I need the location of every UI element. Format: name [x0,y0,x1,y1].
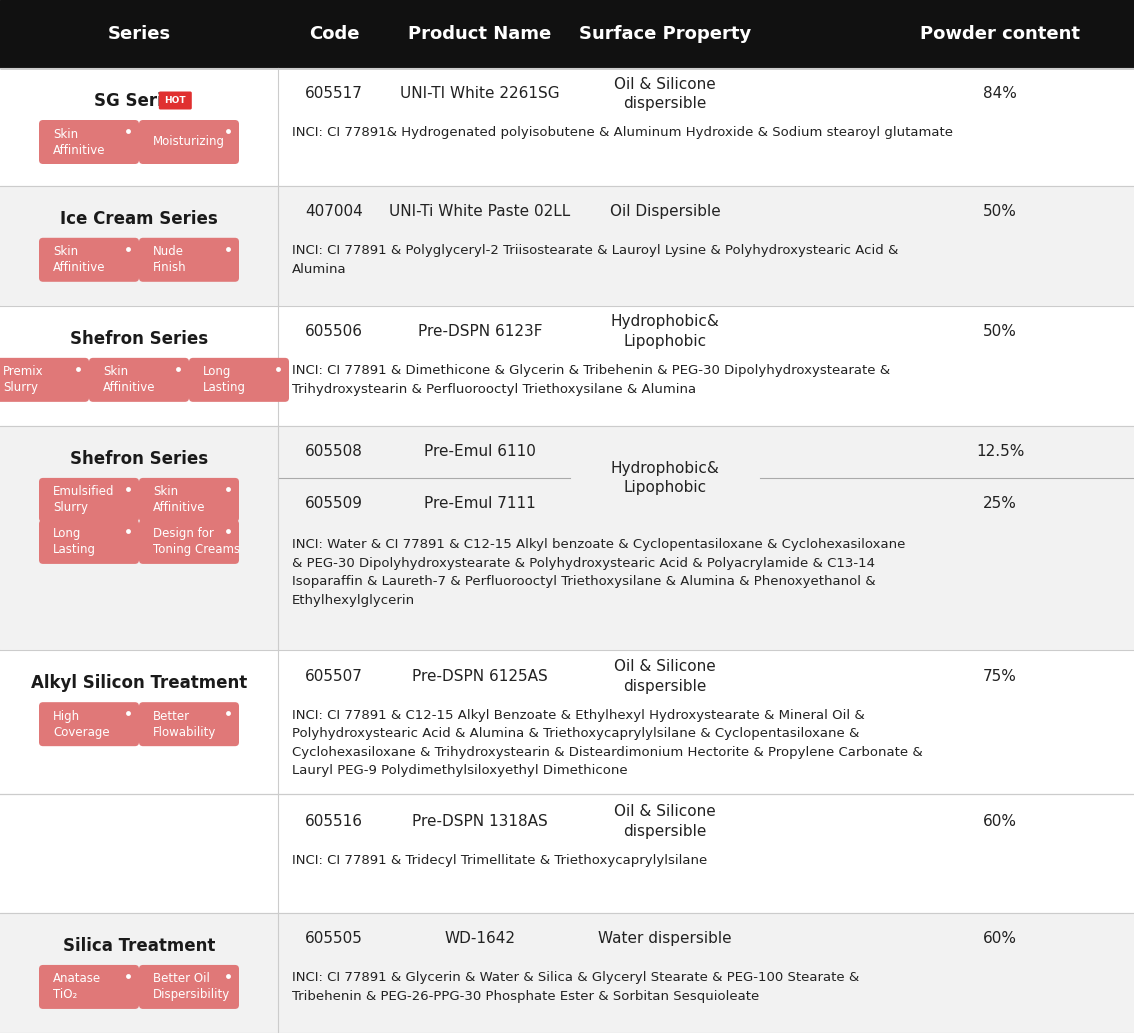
Text: Oil Dispersible: Oil Dispersible [610,205,720,219]
Text: INCI: CI 77891& Hydrogenated polyisobutene & Aluminum Hydroxide & Sodium stearoy: INCI: CI 77891& Hydrogenated polyisobute… [291,126,953,139]
Text: INCI: CI 77891 & Tridecyl Trimellitate & Triethoxycaprylylsilane: INCI: CI 77891 & Tridecyl Trimellitate &… [291,853,708,867]
Text: Design for
Toning Creams: Design for Toning Creams [153,528,240,557]
Text: Surface Property: Surface Property [578,25,751,43]
FancyBboxPatch shape [159,92,192,109]
FancyBboxPatch shape [0,357,88,402]
Text: HOT: HOT [164,96,186,105]
Text: UNI-Ti White Paste 02LL: UNI-Ti White Paste 02LL [389,205,570,219]
Text: 25%: 25% [983,497,1017,511]
Text: Pre-Emul 7111: Pre-Emul 7111 [424,497,536,511]
Text: Pre-DSPN 6123F: Pre-DSPN 6123F [417,324,542,340]
Text: 605509: 605509 [305,497,363,511]
Text: Alkyl Silicon Treatment: Alkyl Silicon Treatment [31,675,247,692]
Text: High
Coverage: High Coverage [53,710,110,739]
Text: UNI-TI White 2261SG: UNI-TI White 2261SG [400,87,560,101]
Bar [0,68,1134,186]
FancyBboxPatch shape [39,120,139,164]
Text: Hydrophobic&
Lipophobic: Hydrophobic& Lipophobic [610,314,719,349]
Text: SG Series: SG Series [94,92,184,109]
Text: INCI: CI 77891 & Polyglyceryl-2 Triisostearate & Lauroyl Lysine & Polyhydroxyste: INCI: CI 77891 & Polyglyceryl-2 Triisost… [291,244,898,276]
Text: WD-1642: WD-1642 [445,932,516,946]
Bar [0,913,1134,1033]
Text: Skin
Affinitive: Skin Affinitive [153,486,205,514]
Text: Hydrophobic&
Lipophobic: Hydrophobic& Lipophobic [610,461,719,495]
FancyBboxPatch shape [139,120,239,164]
Text: Shefron Series: Shefron Series [70,450,208,468]
Text: Skin
Affinitive: Skin Affinitive [53,127,105,157]
FancyBboxPatch shape [139,965,239,1009]
Text: INCI: CI 77891 & Dimethicone & Glycerin & Tribehenin & PEG-30 Dipolyhydroxystear: INCI: CI 77891 & Dimethicone & Glycerin … [291,365,890,396]
Text: INCI: CI 77891 & C12-15 Alkyl Benzoate & Ethylhexyl Hydroxystearate & Mineral Oi: INCI: CI 77891 & C12-15 Alkyl Benzoate &… [291,709,923,777]
FancyBboxPatch shape [39,965,139,1009]
Bar [0,186,1134,306]
Text: Oil & Silicone
dispersible: Oil & Silicone dispersible [615,659,716,693]
FancyBboxPatch shape [139,238,239,282]
Text: Powder content: Powder content [920,25,1080,43]
Text: 605505: 605505 [305,932,363,946]
FancyBboxPatch shape [139,702,239,746]
Text: Pre-DSPN 1318AS: Pre-DSPN 1318AS [412,814,548,828]
Bar [0,0,1134,68]
FancyBboxPatch shape [88,357,189,402]
Bar [0,426,1134,650]
Text: Code: Code [308,25,359,43]
Text: Ice Cream Series: Ice Cream Series [60,210,218,228]
Text: Long
Lasting: Long Lasting [53,528,96,557]
FancyBboxPatch shape [189,357,289,402]
Text: Pre-Emul 6110: Pre-Emul 6110 [424,444,536,460]
Text: 50%: 50% [983,205,1017,219]
FancyBboxPatch shape [39,702,139,746]
Text: 75%: 75% [983,668,1017,684]
Text: Series: Series [108,25,170,43]
Text: INCI: CI 77891 & Glycerin & Water & Silica & Glyceryl Stearate & PEG-100 Stearat: INCI: CI 77891 & Glycerin & Water & Sili… [291,971,860,1003]
Text: 605506: 605506 [305,324,363,340]
Text: Premix
Slurry: Premix Slurry [3,366,43,395]
Text: Long
Lasting: Long Lasting [203,366,246,395]
Text: Pre-DSPN 6125AS: Pre-DSPN 6125AS [412,668,548,684]
Text: 605516: 605516 [305,814,363,828]
Text: 12.5%: 12.5% [976,444,1024,460]
Text: 407004: 407004 [305,205,363,219]
Text: INCI: Water & CI 77891 & C12-15 Alkyl benzoate & Cyclopentasiloxane & Cyclohexas: INCI: Water & CI 77891 & C12-15 Alkyl be… [291,538,905,606]
Text: Silica Treatment: Silica Treatment [62,937,215,954]
FancyBboxPatch shape [139,478,239,522]
Text: Anatase
TiO₂: Anatase TiO₂ [53,972,101,1001]
Text: Water dispersible: Water dispersible [599,932,731,946]
Text: Skin
Affinitive: Skin Affinitive [53,245,105,275]
Text: Shefron Series: Shefron Series [70,330,208,348]
FancyBboxPatch shape [39,238,139,282]
FancyBboxPatch shape [39,520,139,564]
Text: 84%: 84% [983,87,1017,101]
Text: 50%: 50% [983,324,1017,340]
Text: Oil & Silicone
dispersible: Oil & Silicone dispersible [615,804,716,839]
Text: 605508: 605508 [305,444,363,460]
Text: Nude
Finish: Nude Finish [153,245,187,275]
Text: Better Oil
Dispersibility: Better Oil Dispersibility [153,972,230,1001]
Text: 60%: 60% [983,932,1017,946]
Text: 60%: 60% [983,814,1017,828]
Text: Product Name: Product Name [408,25,551,43]
Text: Emulsified
Slurry: Emulsified Slurry [53,486,115,514]
Text: Moisturizing: Moisturizing [153,135,225,149]
Text: Oil & Silicone
dispersible: Oil & Silicone dispersible [615,76,716,112]
FancyBboxPatch shape [39,478,139,522]
Bar [0,650,1134,913]
Text: 605507: 605507 [305,668,363,684]
Text: 605517: 605517 [305,87,363,101]
Text: Better
Flowability: Better Flowability [153,710,217,739]
Bar [0,306,1134,426]
Text: Skin
Affinitive: Skin Affinitive [103,366,155,395]
FancyBboxPatch shape [139,520,239,564]
